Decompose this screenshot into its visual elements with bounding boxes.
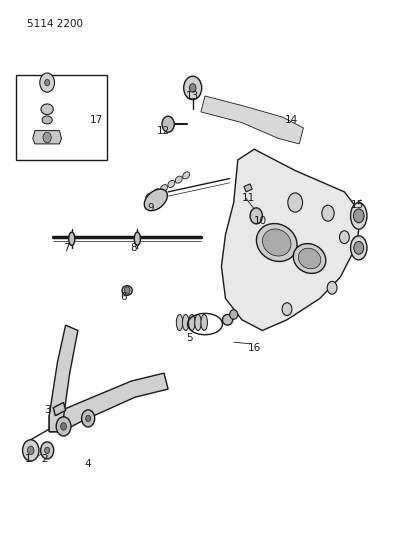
Text: 11: 11 bbox=[241, 193, 254, 203]
Ellipse shape bbox=[175, 176, 182, 183]
Text: 12: 12 bbox=[156, 126, 169, 135]
Ellipse shape bbox=[182, 314, 189, 330]
Circle shape bbox=[353, 209, 363, 223]
Ellipse shape bbox=[200, 314, 207, 330]
Polygon shape bbox=[243, 184, 252, 192]
Circle shape bbox=[281, 303, 291, 316]
Circle shape bbox=[353, 241, 363, 254]
Circle shape bbox=[287, 193, 302, 212]
Circle shape bbox=[45, 447, 49, 454]
Circle shape bbox=[43, 132, 51, 143]
Text: 16: 16 bbox=[247, 343, 261, 352]
Ellipse shape bbox=[350, 236, 366, 260]
Circle shape bbox=[45, 79, 49, 86]
Text: 1: 1 bbox=[25, 455, 31, 464]
Text: 17: 17 bbox=[89, 115, 102, 125]
Circle shape bbox=[40, 442, 54, 459]
Circle shape bbox=[85, 415, 90, 422]
Circle shape bbox=[56, 417, 71, 436]
Ellipse shape bbox=[144, 189, 167, 211]
Text: 2: 2 bbox=[41, 455, 47, 464]
Text: 14: 14 bbox=[284, 115, 297, 125]
Ellipse shape bbox=[41, 104, 53, 115]
Text: 4: 4 bbox=[84, 459, 90, 469]
Circle shape bbox=[61, 423, 66, 430]
Circle shape bbox=[183, 76, 201, 100]
Text: 5114 2200: 5114 2200 bbox=[27, 19, 83, 29]
Ellipse shape bbox=[134, 232, 140, 245]
Ellipse shape bbox=[122, 286, 132, 295]
Ellipse shape bbox=[292, 244, 325, 273]
Circle shape bbox=[27, 446, 34, 455]
Circle shape bbox=[321, 205, 333, 221]
Ellipse shape bbox=[182, 172, 189, 179]
Ellipse shape bbox=[229, 310, 237, 319]
Ellipse shape bbox=[298, 248, 320, 269]
Circle shape bbox=[326, 281, 336, 294]
Bar bbox=[16, 75, 106, 160]
Polygon shape bbox=[33, 131, 61, 144]
Polygon shape bbox=[200, 96, 303, 144]
Text: 5: 5 bbox=[186, 334, 193, 343]
Polygon shape bbox=[221, 149, 360, 330]
Ellipse shape bbox=[68, 232, 74, 245]
Ellipse shape bbox=[262, 229, 290, 256]
Ellipse shape bbox=[153, 189, 160, 196]
Ellipse shape bbox=[176, 314, 182, 330]
Circle shape bbox=[249, 208, 262, 224]
Circle shape bbox=[22, 440, 39, 461]
Circle shape bbox=[40, 73, 54, 92]
Circle shape bbox=[81, 410, 94, 427]
Text: 10: 10 bbox=[253, 216, 266, 226]
Ellipse shape bbox=[350, 203, 366, 229]
Text: 7: 7 bbox=[63, 243, 70, 253]
Polygon shape bbox=[49, 373, 168, 432]
Ellipse shape bbox=[160, 184, 167, 192]
Ellipse shape bbox=[222, 314, 232, 325]
Text: 9: 9 bbox=[147, 203, 154, 213]
Ellipse shape bbox=[42, 116, 52, 124]
Text: 13: 13 bbox=[185, 91, 198, 101]
Ellipse shape bbox=[188, 314, 195, 330]
Circle shape bbox=[339, 231, 348, 244]
Ellipse shape bbox=[167, 180, 175, 188]
Circle shape bbox=[124, 287, 130, 294]
Ellipse shape bbox=[194, 314, 201, 330]
Polygon shape bbox=[53, 402, 65, 416]
Ellipse shape bbox=[145, 193, 153, 200]
Text: 15: 15 bbox=[350, 200, 363, 210]
Text: 8: 8 bbox=[130, 243, 137, 253]
Text: 3: 3 bbox=[44, 406, 51, 415]
Circle shape bbox=[162, 116, 174, 132]
Polygon shape bbox=[49, 325, 78, 432]
Text: 6: 6 bbox=[120, 292, 126, 302]
Circle shape bbox=[189, 84, 196, 92]
Ellipse shape bbox=[256, 223, 297, 262]
